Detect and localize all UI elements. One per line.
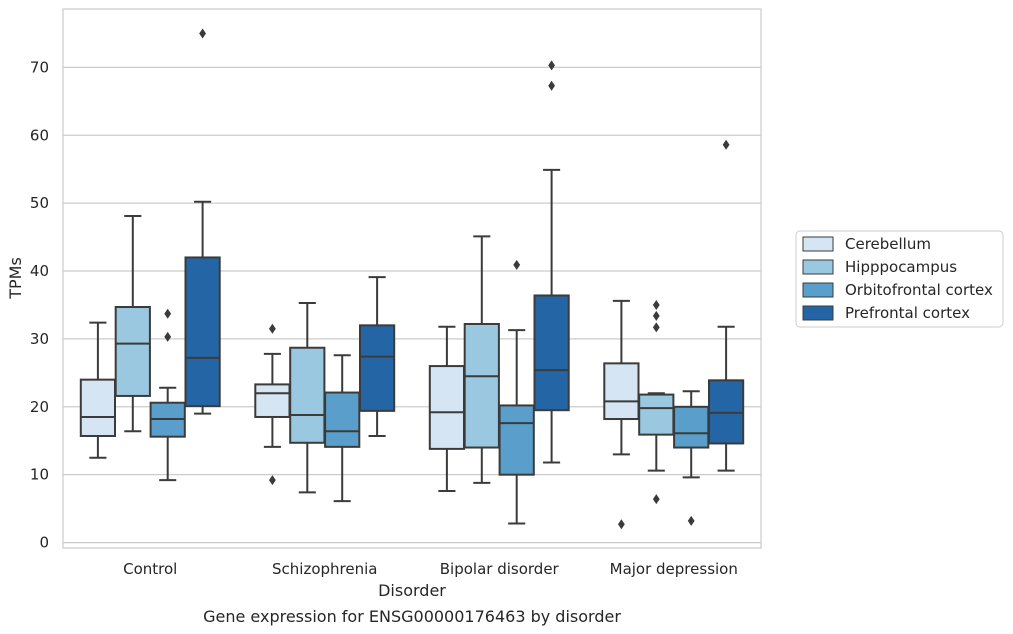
legend-label: Prefrontal cortex [845, 304, 970, 322]
box-body [184, 256, 221, 408]
box-body [324, 391, 361, 448]
box-0-3 [184, 28, 221, 415]
y-tick-label: 20 [30, 398, 49, 416]
outlier-point [269, 323, 276, 334]
box-0-2 [149, 308, 186, 482]
box-3-0 [603, 299, 640, 530]
y-tick-label: 30 [30, 330, 49, 348]
box-body [533, 294, 570, 412]
box-body [79, 378, 117, 437]
box-0-1 [114, 215, 151, 433]
legend-swatch [802, 259, 834, 275]
box-body [358, 324, 396, 412]
box-0-0 [79, 321, 117, 459]
legend-swatch [802, 305, 834, 321]
box-3-1 [638, 299, 675, 505]
x-tick-labels: Control Schizophrenia Bipolar disorder Majo… [123, 560, 738, 578]
legend-swatch [802, 282, 834, 298]
outlier-point [652, 310, 660, 321]
box-body [254, 383, 291, 418]
box-1-3 [358, 276, 396, 437]
outlier-point [269, 475, 276, 486]
box-1-2 [324, 354, 361, 503]
box-body [603, 362, 640, 421]
y-tick-label: 0 [39, 534, 49, 552]
box-2-0 [428, 325, 466, 492]
box-2-2 [498, 259, 535, 525]
y-tick-labels: 0 10 20 30 40 50 60 70 [30, 58, 49, 551]
y-tick-label: 60 [30, 126, 49, 144]
legend-label: Cerebellum [845, 235, 931, 253]
y-axis-label: TPMs [6, 257, 25, 300]
outlier-point [687, 515, 695, 526]
box-body [707, 379, 745, 445]
y-tick-label: 10 [30, 466, 49, 484]
outlier-point [199, 28, 206, 39]
outlier-point [164, 331, 172, 342]
x-tick-label: Major depression [610, 560, 738, 578]
box-body [114, 306, 151, 397]
box-body [428, 365, 466, 450]
x-tick-label: Schizophrenia [272, 560, 377, 578]
box-body [463, 322, 500, 449]
boxes [79, 28, 745, 530]
outlier-point [164, 308, 172, 319]
outlier-point [652, 494, 660, 505]
x-tick-label: Bipolar disorder [440, 560, 560, 578]
outlier-point [548, 80, 555, 91]
legend-swatch [802, 236, 834, 252]
legend-label: Orbitofrontal cortex [845, 281, 993, 299]
box-body [498, 404, 535, 476]
y-tick-label: 50 [30, 194, 49, 212]
box-1-1 [289, 301, 326, 494]
y-tick-label: 40 [30, 262, 49, 280]
x-tick-label: Control [123, 560, 177, 578]
box-1-0 [254, 323, 291, 486]
legend-frame [795, 230, 1004, 328]
box-body [289, 346, 326, 444]
box-body [638, 393, 675, 436]
legend-label: Hipppocampus [845, 258, 957, 276]
plot-frame [62, 8, 762, 549]
outlier-point [722, 139, 730, 150]
outlier-point [548, 60, 555, 71]
legend: Cerebellum Hipppocampus Orbitofrontal cort… [795, 230, 1004, 328]
box-2-1 [463, 235, 500, 484]
y-tick-label: 70 [30, 58, 49, 76]
box-body [673, 405, 710, 449]
x-axis-label: Disorder [378, 581, 446, 600]
box-3-2 [673, 390, 710, 526]
outlier-point [652, 299, 660, 310]
outlier-point [652, 322, 660, 333]
chart-caption: Gene expression for ENSG00000176463 by d… [203, 607, 621, 626]
box-2-3 [533, 60, 570, 464]
box-3-3 [707, 139, 745, 472]
outlier-point [513, 259, 521, 270]
outlier-point [618, 519, 625, 530]
